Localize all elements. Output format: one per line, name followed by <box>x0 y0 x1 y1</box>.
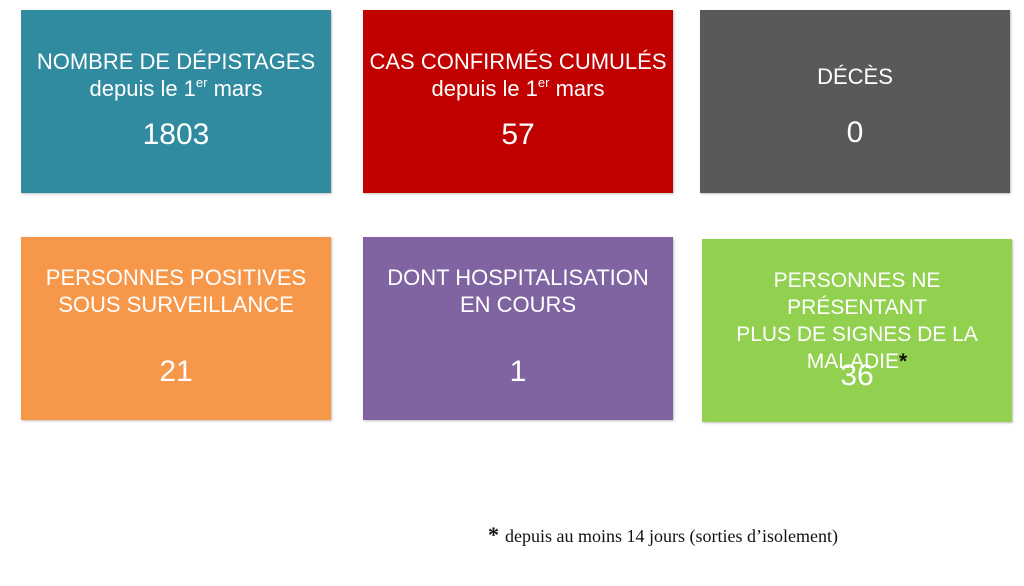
card-depistages-sub-suffix: mars <box>207 76 263 101</box>
footnote-asterisk: * <box>488 522 499 547</box>
card-cas-title: CAS CONFIRMÉS CUMULÉS depuis le 1er mars <box>363 48 673 102</box>
card-cas-confirmes: CAS CONFIRMÉS CUMULÉS depuis le 1er mars… <box>363 10 673 193</box>
card-cas-sub-prefix: depuis le 1 <box>431 76 538 101</box>
footnote-text: depuis au moins 14 jours (sorties d’isol… <box>505 526 838 546</box>
card-gueris-title: PERSONNES NE PRÉSENTANT PLUS DE SIGNES D… <box>702 267 1012 375</box>
card-gueris-title-line3: MALADIE* <box>702 348 1012 375</box>
card-gueris-title-line1: PERSONNES NE PRÉSENTANT <box>773 269 941 319</box>
card-positives-title-line2: SOUS SURVEILLANCE <box>58 292 294 317</box>
card-deces-title: DÉCÈS <box>817 64 893 89</box>
card-hospitalisation-title-line1: DONT HOSPITALISATION <box>387 265 649 290</box>
card-cas-sub-sup: er <box>537 75 550 90</box>
card-positives-value: 21 <box>159 355 193 388</box>
card-depistages-sub-prefix: depuis le 1 <box>89 76 196 101</box>
card-positives-title: PERSONNES POSITIVES SOUS SURVEILLANCE <box>21 264 331 318</box>
card-gueris: PERSONNES NE PRÉSENTANT PLUS DE SIGNES D… <box>702 239 1012 422</box>
card-depistages-sub-sup: er <box>195 75 208 90</box>
card-cas-title-text: CAS CONFIRMÉS CUMULÉS <box>369 49 667 74</box>
card-deces-value: 0 <box>846 116 864 149</box>
card-positives: PERSONNES POSITIVES SOUS SURVEILLANCE 21 <box>21 237 331 420</box>
card-depistages-subtitle: depuis le 1er mars <box>21 75 331 102</box>
card-hospitalisation-title: DONT HOSPITALISATION EN COURS <box>363 264 673 318</box>
card-gueris-title-line3-text: MALADIE <box>806 350 899 373</box>
card-hospitalisation-title-line2: EN COURS <box>459 292 577 317</box>
card-cas-subtitle: depuis le 1er mars <box>363 75 673 102</box>
footnote: * depuis au moins 14 jours (sorties d’iso… <box>488 522 838 548</box>
card-hospitalisation-value: 1 <box>509 355 527 388</box>
card-positives-title-line1: PERSONNES POSITIVES <box>45 265 307 290</box>
card-deces: DÉCÈS 0 <box>700 10 1010 193</box>
card-gueris-title-line2: PLUS DE SIGNES DE LA <box>736 323 978 346</box>
card-depistages: NOMBRE DE DÉPISTAGES depuis le 1er mars … <box>21 10 331 193</box>
card-gueris-value: 36 <box>840 359 874 392</box>
card-cas-sub-suffix: mars <box>549 76 605 101</box>
card-gueris-asterisk: * <box>899 350 908 373</box>
card-cas-value: 57 <box>501 118 535 151</box>
card-depistages-value: 1803 <box>142 118 210 151</box>
card-depistages-title-text: NOMBRE DE DÉPISTAGES <box>36 49 316 74</box>
card-hospitalisation: DONT HOSPITALISATION EN COURS 1 <box>363 237 673 420</box>
card-depistages-title: NOMBRE DE DÉPISTAGES depuis le 1er mars <box>21 48 331 102</box>
